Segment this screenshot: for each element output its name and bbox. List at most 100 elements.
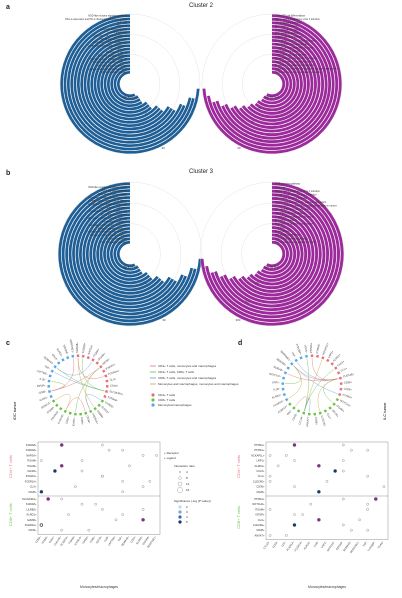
panel-letter-a: a [6, 4, 10, 11]
cd4-group-label: CD4+ T cells [8, 455, 13, 478]
circos-chord [304, 358, 310, 411]
radial-bar [215, 24, 332, 144]
circos-segment [91, 358, 95, 362]
circos-gene-label: ITGAM+ [92, 347, 101, 358]
interaction-dot [366, 474, 369, 478]
radial-bar [79, 203, 174, 305]
circos-chord [66, 397, 86, 412]
ratio-value: 8 [186, 476, 188, 480]
tick-label: 10 [143, 110, 147, 114]
radial-bar [232, 207, 319, 301]
column-label: IGF2R− [95, 534, 104, 544]
row-label: PTPRA+ [254, 443, 265, 447]
category-label: HIF-1 signaling pathway [101, 189, 127, 192]
interaction-dot [80, 502, 84, 506]
column-label: CD14− [129, 534, 137, 543]
tick-label: 300 [235, 318, 240, 322]
radial-bar [246, 218, 308, 290]
interaction-dot [350, 528, 353, 532]
category-label: Regulation of lipolysis in adipocytes [275, 223, 314, 226]
interaction-dot [317, 518, 321, 522]
category-label: Endocrine and other factor-regulated cal… [275, 68, 337, 71]
interaction-dot [292, 443, 297, 447]
radial-bar [103, 227, 148, 281]
interaction-dot [342, 497, 345, 501]
category-label: PI3K-Akt signaling pathway [98, 193, 128, 196]
circos-gene-label: S100A8+ [81, 342, 87, 354]
legend-ligand: + Ligand [164, 456, 176, 460]
column-label: S100A8− [141, 534, 151, 545]
category-label: Cellular senescence [105, 238, 127, 241]
circos-gene-label: KLRD1+ [100, 405, 110, 415]
interaction-dot [268, 474, 272, 478]
radial-bar [207, 17, 339, 151]
circos-gene-label: VCAN− [303, 344, 309, 354]
circos-gene-label: CLU+ [326, 412, 333, 420]
circos-segment [100, 399, 105, 403]
interaction-dot [141, 454, 145, 457]
circos-gene-label: PTPRA+ [315, 343, 321, 354]
radial-bar [93, 47, 159, 121]
circos-chord [323, 378, 339, 403]
circos-chord [56, 361, 93, 376]
radial-bar [262, 67, 289, 101]
tick-label: 10 [144, 281, 148, 285]
row-label: CD28+ [256, 528, 265, 532]
interaction-dot [285, 534, 288, 537]
circos-segment [292, 406, 296, 410]
circos-segment [57, 361, 61, 365]
category-label: Regulation of actin cytoskeleton [93, 41, 127, 44]
circos-segment [302, 411, 306, 415]
radial-bar [200, 182, 344, 326]
circos-gene-label: IGF2R+ [331, 408, 340, 418]
tick-label: 100 [254, 281, 259, 285]
interaction-dot [39, 490, 44, 494]
radial-bar [238, 211, 315, 297]
circos-gene-label: LAPTM5− [36, 369, 49, 377]
circos-segment [55, 403, 59, 407]
category-label: T cell differentiation [106, 31, 127, 34]
category-label: Growth hormone synthesis, secretion and … [275, 201, 327, 204]
circos-segment [66, 356, 70, 360]
row-label: CD36+ [28, 528, 37, 532]
circos-gene-label: TNF− [290, 351, 297, 359]
category-label: PD-L1 expression and PD-1 checkpoint pat… [275, 205, 337, 208]
legend-celltype-dot [151, 393, 155, 397]
row-label: PTPRA+ [254, 448, 265, 452]
column-label: CD2− [280, 539, 287, 547]
interaction-dot [101, 443, 104, 447]
radial-bar [224, 32, 324, 136]
category-label: JAK-STAT signaling pathway [275, 212, 306, 215]
interaction-dot [40, 459, 43, 462]
column-label: VCAN− [376, 539, 385, 549]
circos-gene-label: SERPINE1− [69, 339, 76, 354]
row-label: CLEC4E+ [253, 479, 265, 483]
radial-bar [241, 215, 311, 293]
circos-chord [288, 365, 302, 399]
interaction-dot [317, 464, 321, 468]
circos-segment [49, 394, 53, 399]
radial-bar [103, 57, 148, 111]
category-label: Apoptosis [275, 186, 286, 189]
dot-plot-frame [37, 441, 161, 535]
column-label: KLRD1− [303, 539, 312, 550]
radial-bar [256, 229, 297, 279]
radial-bar [110, 234, 141, 274]
row-label: CD28+ [256, 490, 265, 494]
circos-gene-label: TNF− [44, 364, 52, 371]
column-label: SERPINE1− [349, 539, 361, 553]
radial-bar [73, 27, 183, 141]
category-label: Pathways in cancer [106, 51, 127, 54]
sig-color-dot [178, 515, 182, 519]
interaction-dot [121, 480, 124, 483]
interaction-dot [293, 459, 296, 462]
circos-gene-label: IGF2R− [37, 383, 47, 387]
circos-segment [336, 371, 341, 375]
idc-tumor-label: IDC tumor [12, 401, 17, 420]
interaction-dot [325, 480, 329, 483]
interaction-dot [40, 523, 43, 527]
tick-label: 10 [258, 106, 262, 110]
up-label: Up in IDC [123, 95, 138, 99]
circos-segment [323, 409, 328, 413]
